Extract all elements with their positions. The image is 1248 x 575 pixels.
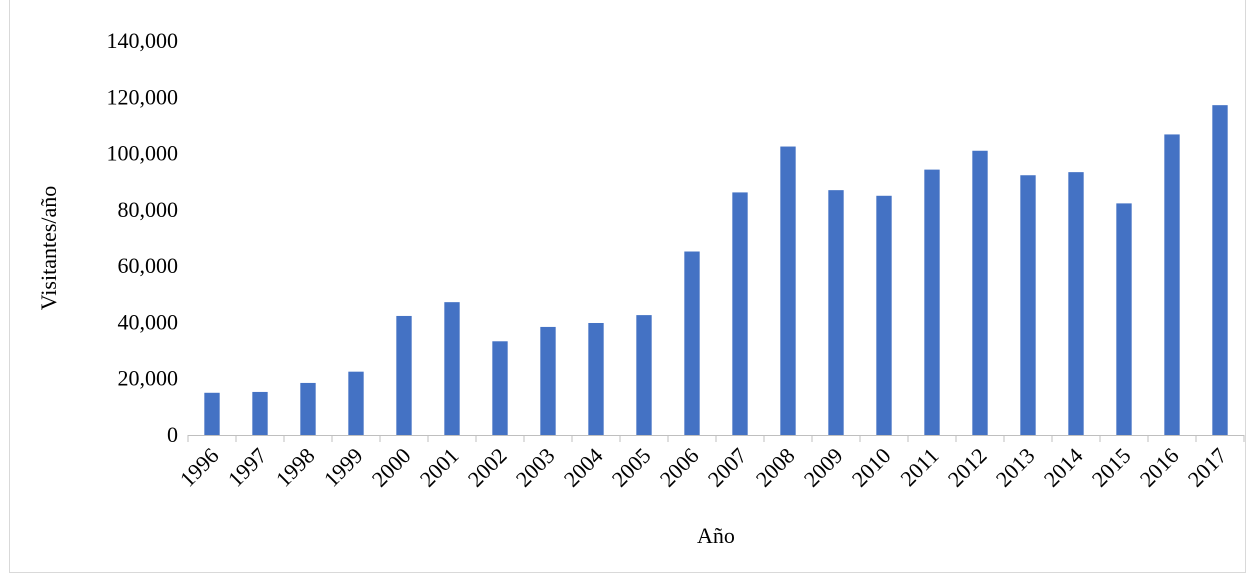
x-tick-label: 1997 [223, 443, 272, 492]
x-tick-label: 2003 [511, 443, 560, 492]
x-tick-label: 2000 [367, 443, 416, 492]
x-tick-label: 2004 [559, 443, 608, 492]
bar-2013 [1020, 175, 1036, 435]
bar-2015 [1116, 203, 1132, 435]
bar-2004 [588, 322, 604, 435]
y-tick-label: 120,000 [107, 84, 179, 109]
bar-2010 [876, 195, 892, 435]
bar-1998 [300, 382, 316, 435]
x-tick-label: 2007 [703, 443, 752, 492]
x-tick-label: 2012 [943, 443, 992, 492]
bar-2011 [924, 169, 940, 435]
bar-2014 [1068, 172, 1084, 435]
bar-2016 [1164, 134, 1180, 436]
x-tick-label: 1999 [319, 443, 368, 492]
x-tick-label: 2011 [895, 443, 943, 491]
y-axis-ticks: 0 20,000 40,000 60,000 80,000 100,000 120,000 1… [107, 28, 179, 447]
bar-1996 [204, 392, 220, 435]
x-tick-label: 2008 [751, 443, 800, 492]
x-axis [187, 435, 1245, 442]
x-tick-label: 2005 [607, 443, 656, 492]
x-tick-label: 2016 [1135, 443, 1184, 492]
bar-2007 [732, 192, 748, 435]
x-tick-label: 1998 [271, 443, 320, 492]
chart-frame: 0 20,000 40,000 60,000 80,000 100,000 120,000 1… [9, 0, 1246, 573]
bar-2003 [540, 326, 556, 435]
bar-2006 [684, 251, 700, 435]
bar-2008 [780, 146, 796, 436]
x-tick-label: 2017 [1183, 443, 1232, 492]
x-tick-label: 2006 [655, 443, 704, 492]
y-tick-label: 100,000 [107, 141, 179, 166]
bar-1997 [252, 391, 268, 435]
x-tick-label: 2013 [991, 443, 1040, 492]
x-tick-label: 2001 [415, 443, 464, 492]
x-tick-label: 2010 [847, 443, 896, 492]
y-tick-label: 40,000 [118, 309, 179, 334]
x-tick-label: 2015 [1087, 443, 1136, 492]
bar-2017 [1212, 105, 1228, 435]
y-tick-label: 80,000 [118, 197, 179, 222]
x-tick-label: 2002 [463, 443, 512, 492]
x-tick-label: 2009 [799, 443, 848, 492]
bar-2001 [444, 302, 460, 435]
bar-2012 [972, 150, 988, 435]
x-tick-label: 1996 [175, 443, 224, 492]
x-axis-ticks: 1996 1997 1998 1999 2000 2001 2002 2003 2004 2005… [175, 443, 1232, 492]
bar-chart: 0 20,000 40,000 60,000 80,000 100,000 120,000 1… [36, 28, 1245, 548]
y-axis-title: Visitantes/año [36, 186, 61, 311]
bar-2005 [636, 315, 652, 435]
y-tick-label: 60,000 [118, 253, 179, 278]
y-tick-label: 0 [167, 422, 178, 447]
bar-2002 [492, 341, 508, 435]
bar-2000 [396, 315, 412, 435]
y-tick-label: 140,000 [107, 28, 179, 53]
bars-group [204, 105, 1228, 436]
x-tick-label: 2014 [1039, 443, 1088, 492]
y-tick-label: 20,000 [118, 366, 179, 391]
x-axis-title: Año [697, 523, 735, 548]
bar-2009 [828, 190, 844, 435]
bar-1999 [348, 371, 364, 435]
